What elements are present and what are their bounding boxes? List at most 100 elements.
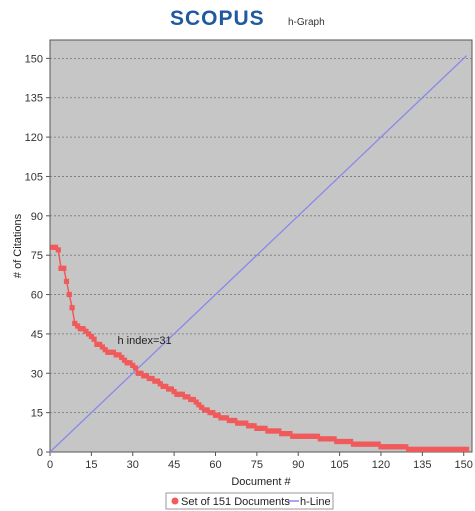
data-point [326,436,332,442]
data-point [226,417,232,424]
data-point [259,425,265,431]
data-point [281,431,287,437]
data-point [66,291,72,298]
data-point [279,431,285,437]
x-tick-label: 75 [251,459,263,471]
data-point [411,446,417,452]
data-point [105,349,111,355]
data-point [69,305,75,311]
data-point [268,428,274,434]
data-point [273,428,279,434]
data-point [223,415,230,421]
x-tick-label: 60 [209,459,221,471]
data-point [185,394,191,400]
data-point [193,399,199,405]
data-point [436,446,442,452]
data-point [364,441,370,447]
data-point [372,441,379,447]
data-point [130,362,136,368]
data-point [414,446,420,452]
data-point [196,402,202,408]
data-point [339,438,345,445]
y-tick-label: 30 [31,368,43,380]
data-point [146,375,152,382]
data-point [240,420,246,426]
data-point [450,446,456,452]
data-point [389,444,395,450]
data-point [425,446,431,452]
data-point [52,244,59,250]
data-point [359,441,365,447]
data-point [141,373,147,379]
data-point [397,444,403,450]
legend-documents-marker [171,497,179,505]
data-point [124,360,130,366]
data-point [72,320,78,326]
data-point [58,265,64,271]
y-tick-label: 105 [25,171,43,183]
legend-h-line-label: h-Line [300,496,331,508]
data-point [163,383,169,389]
data-point [406,446,412,452]
h-index-annotation: h index=31 [118,335,172,347]
data-point [417,446,423,452]
y-tick-label: 0 [37,447,43,459]
data-point [160,383,166,389]
data-point [201,407,208,413]
data-point [463,446,470,452]
data-point [430,446,436,452]
data-point [254,425,260,431]
y-axis-title: # of Citations [12,213,24,278]
data-point [77,326,83,332]
data-point [94,341,100,347]
data-point [439,446,445,452]
x-tick-label: 150 [455,459,473,471]
data-point [303,433,310,439]
data-point [138,370,144,376]
y-tick-label: 45 [31,329,43,341]
data-point [323,436,329,442]
x-tick-label: 120 [372,459,390,471]
data-point [458,446,464,452]
data-point [204,407,210,413]
data-point [452,446,459,452]
data-point [113,352,119,358]
data-point [91,336,97,342]
y-tick-label: 60 [31,290,43,302]
data-point [182,394,188,400]
data-point [246,423,252,429]
data-point [353,441,359,447]
y-tick-label: 15 [31,408,43,420]
data-point [378,444,384,450]
data-point [314,433,321,439]
data-point [306,433,312,439]
data-point [337,438,343,445]
data-point [408,446,414,452]
data-point [381,444,387,450]
legend-box [165,492,334,510]
data-point [235,420,241,426]
data-point [447,446,453,452]
data-point [179,391,185,397]
data-point [265,428,271,434]
data-point [295,433,301,439]
data-point [287,431,293,437]
data-point [88,333,94,340]
data-point [345,438,351,445]
data-point [348,438,354,445]
y-tick-label: 90 [31,211,43,223]
data-point [121,357,128,363]
x-tick-label: 30 [127,459,139,471]
data-point [237,420,243,426]
data-point [298,433,304,439]
data-point [441,446,447,452]
data-point [328,436,334,442]
h-line [49,55,467,453]
data-point [102,347,108,353]
data-point [63,278,70,284]
data-point [386,444,392,450]
data-point [190,396,196,403]
data-point [221,415,227,421]
data-point [428,446,434,452]
